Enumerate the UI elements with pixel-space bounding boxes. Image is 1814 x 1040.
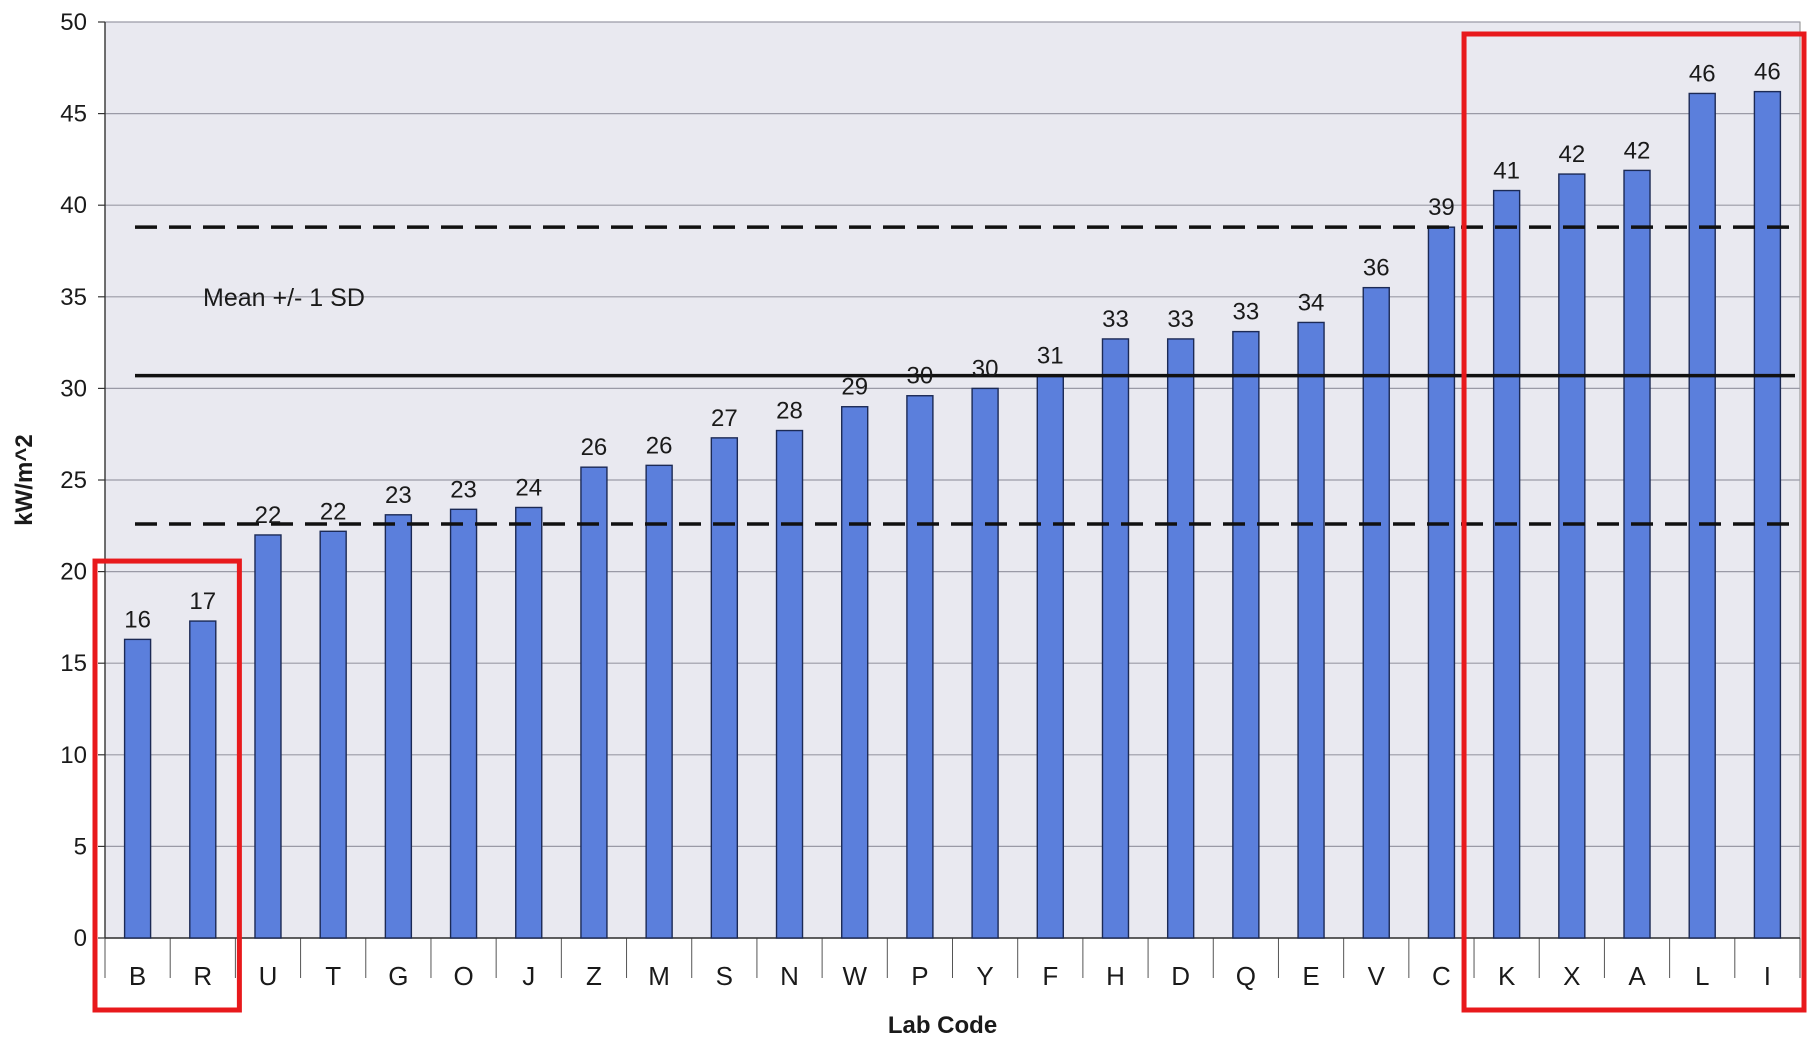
bar-I bbox=[1753, 90, 1782, 939]
x-tick-label-C: C bbox=[1432, 961, 1451, 991]
y-tick-label: 30 bbox=[60, 375, 87, 402]
data-label-B: 16 bbox=[124, 606, 151, 633]
x-tick-label-Q: Q bbox=[1236, 961, 1256, 991]
x-tick-label-D: D bbox=[1171, 961, 1190, 991]
x-tick-label-X: X bbox=[1563, 961, 1580, 991]
bar-K bbox=[1492, 189, 1521, 939]
bar-O bbox=[449, 508, 478, 939]
bar-A bbox=[1623, 169, 1651, 939]
data-label-G: 23 bbox=[385, 482, 412, 509]
mean-sd-annotation: Mean +/- 1 SD bbox=[203, 284, 365, 312]
y-tick-label: 25 bbox=[60, 467, 87, 494]
data-label-A: 42 bbox=[1624, 137, 1651, 164]
bar-Z bbox=[580, 466, 608, 939]
data-label-R: 17 bbox=[189, 588, 216, 615]
x-tick-label-A: A bbox=[1628, 961, 1646, 991]
bar-D bbox=[1166, 338, 1195, 939]
data-label-M: 26 bbox=[646, 432, 673, 459]
y-tick-label: 15 bbox=[60, 650, 87, 677]
x-tick-label-Y: Y bbox=[976, 961, 993, 991]
bar-J bbox=[515, 506, 543, 939]
data-label-N: 28 bbox=[776, 398, 803, 425]
x-tick-label-W: W bbox=[842, 961, 867, 991]
y-tick-label: 45 bbox=[60, 101, 87, 128]
data-label-Z: 26 bbox=[581, 434, 608, 461]
data-label-F: 31 bbox=[1037, 343, 1064, 370]
y-tick-label: 40 bbox=[60, 192, 87, 219]
bar-T bbox=[319, 530, 347, 939]
bar-L bbox=[1688, 92, 1716, 939]
x-tick-label-E: E bbox=[1302, 961, 1319, 991]
bar-H bbox=[1101, 338, 1130, 939]
x-tick-label-B: B bbox=[129, 961, 146, 991]
x-tick-label-V: V bbox=[1368, 961, 1386, 991]
y-tick-label: 50 bbox=[60, 9, 87, 36]
data-label-D: 33 bbox=[1167, 306, 1194, 333]
x-tick-label-K: K bbox=[1498, 961, 1516, 991]
y-tick-label: 35 bbox=[60, 284, 87, 311]
data-label-I: 46 bbox=[1754, 59, 1781, 86]
y-tick-label: 10 bbox=[60, 742, 87, 769]
bar-E bbox=[1297, 321, 1325, 939]
x-tick-label-O: O bbox=[453, 961, 473, 991]
data-label-C: 39 bbox=[1428, 194, 1455, 221]
data-label-V: 36 bbox=[1363, 255, 1390, 282]
x-tick-label-I: I bbox=[1764, 961, 1771, 991]
data-label-X: 42 bbox=[1558, 141, 1585, 168]
bar-M bbox=[645, 464, 673, 939]
data-label-S: 27 bbox=[711, 405, 738, 432]
bar-Y bbox=[971, 387, 999, 939]
bar-X bbox=[1558, 173, 1586, 939]
bar-G bbox=[384, 514, 413, 939]
data-label-E: 34 bbox=[1298, 289, 1325, 316]
data-label-O: 23 bbox=[450, 476, 477, 503]
highlight-box-1 bbox=[92, 558, 242, 1013]
bar-W bbox=[841, 406, 869, 939]
x-tick-label-P: P bbox=[911, 961, 928, 991]
x-tick-label-J: J bbox=[522, 961, 535, 991]
data-label-U: 22 bbox=[255, 502, 282, 529]
x-tick-label-F: F bbox=[1042, 961, 1058, 991]
data-label-T: 22 bbox=[320, 498, 347, 525]
x-tick-label-H: H bbox=[1106, 961, 1125, 991]
x-tick-label-Z: Z bbox=[586, 961, 602, 991]
bar-U bbox=[254, 534, 282, 939]
x-tick-label-M: M bbox=[648, 961, 670, 991]
y-tick-label: 0 bbox=[74, 925, 87, 952]
x-tick-label-G: G bbox=[388, 961, 408, 991]
y-tick-label: 20 bbox=[60, 559, 87, 586]
bar-C bbox=[1427, 226, 1456, 939]
data-label-W: 29 bbox=[841, 374, 868, 401]
bar-N bbox=[775, 429, 804, 939]
data-label-L: 46 bbox=[1689, 60, 1716, 87]
data-label-Y: 30 bbox=[972, 355, 999, 382]
x-tick-label-U: U bbox=[259, 961, 278, 991]
data-label-K: 41 bbox=[1493, 158, 1520, 185]
x-tick-label-T: T bbox=[325, 961, 341, 991]
y-tick-label: 5 bbox=[74, 833, 87, 860]
x-tick-label-S: S bbox=[716, 961, 733, 991]
bar-F bbox=[1036, 374, 1064, 939]
bar-B bbox=[123, 638, 152, 939]
highlight-box-2 bbox=[1461, 31, 1807, 1013]
bar-Q bbox=[1232, 330, 1260, 939]
data-label-P: 30 bbox=[907, 363, 934, 390]
data-label-Q: 33 bbox=[1233, 299, 1260, 326]
bar-R bbox=[189, 620, 217, 939]
bar-P bbox=[906, 395, 934, 939]
bar-S bbox=[710, 437, 739, 939]
x-tick-label-L: L bbox=[1695, 961, 1709, 991]
x-axis-title: Lab Code bbox=[888, 1012, 997, 1039]
data-label-J: 24 bbox=[515, 474, 542, 501]
x-tick-label-N: N bbox=[780, 961, 799, 991]
y-axis-title: kW/m^2 bbox=[11, 434, 38, 525]
bar-V bbox=[1362, 286, 1390, 939]
data-label-H: 33 bbox=[1102, 306, 1129, 333]
x-tick-label-R: R bbox=[193, 961, 212, 991]
